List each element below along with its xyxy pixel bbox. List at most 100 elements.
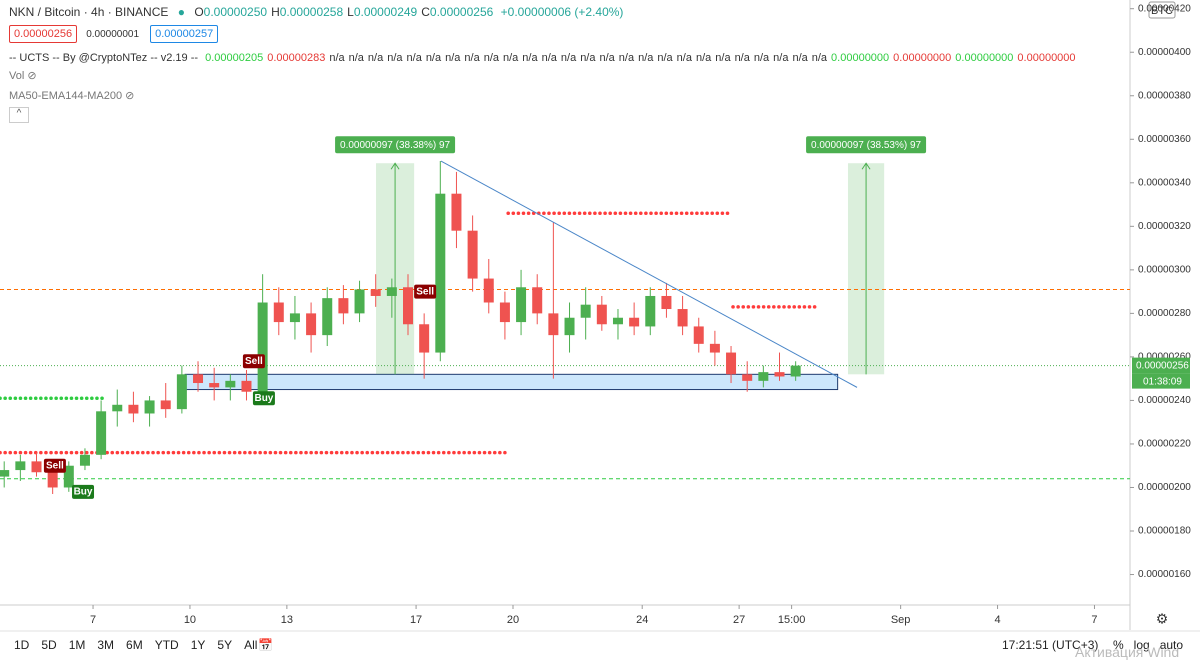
indicator-value: n/a	[638, 52, 654, 64]
indicator-value: n/a	[483, 52, 499, 64]
range-button[interactable]: All	[244, 638, 258, 652]
indicator-value: n/a	[657, 52, 673, 64]
measure-label-box	[335, 136, 456, 154]
x-tick-label: Sep	[891, 614, 911, 626]
candle-body	[596, 304, 607, 325]
signal-box	[43, 458, 66, 473]
indicator-value: 0.00000000	[831, 52, 890, 64]
y-tick-label: 0.00000320	[1138, 221, 1191, 232]
ohlc-key: L	[347, 5, 354, 19]
ask: 0.00000257	[150, 25, 219, 43]
range-button[interactable]: 3M	[97, 638, 115, 652]
range-button[interactable]: 6M	[126, 638, 143, 652]
range-button[interactable]: 5Y	[217, 638, 233, 652]
y-tick-label: 0.00000420	[1138, 3, 1191, 14]
x-tick-label: 27	[733, 614, 745, 626]
x-tick-label: 13	[281, 614, 293, 626]
scale-button[interactable]: %	[1113, 638, 1124, 652]
range-button[interactable]: 5D	[41, 638, 57, 652]
x-tick-label: 10	[184, 614, 196, 626]
y-tick-label: 0.00000260	[1138, 352, 1191, 363]
date-range-icon[interactable]: 📅	[258, 638, 273, 652]
candle-body	[128, 404, 139, 414]
quote-line: 0.00000256 0.00000001 0.00000257	[9, 25, 224, 43]
y-tick-label: 0.00000400	[1138, 47, 1191, 58]
y-tick-label: 0.00000180	[1138, 526, 1191, 537]
y-tick-label: 0.00000380	[1138, 90, 1191, 101]
ohlc-key: C	[421, 5, 430, 19]
x-tick-label: 17	[410, 614, 422, 626]
collapse-button[interactable]: ^	[9, 107, 29, 123]
vol-label: Vol	[9, 70, 25, 82]
indicator-value: 0.00000000	[893, 52, 952, 64]
y-tick-label: 0.00000340	[1138, 177, 1191, 188]
candle-body	[176, 374, 187, 410]
currency-box	[1148, 1, 1176, 19]
candle-body	[160, 400, 171, 410]
y-tick-label: 0.00000220	[1138, 439, 1191, 450]
candle-body	[322, 298, 333, 336]
candle-body	[483, 278, 494, 303]
indicator-value: n/a	[792, 52, 808, 64]
candle-body	[112, 404, 123, 412]
candle-body	[403, 287, 414, 325]
signal-box	[414, 284, 437, 299]
ohlc-value: 0.00000256	[429, 5, 494, 19]
candle-body	[419, 324, 430, 353]
price-tag-box	[1132, 357, 1190, 374]
candle-body	[790, 365, 801, 377]
ma-line: MA50-EMA144-MA200 ⊘	[9, 89, 134, 102]
signal-label: Sell	[416, 286, 434, 297]
ohlc-value: 0.00000249	[353, 5, 418, 19]
candle-body	[612, 317, 623, 325]
eye-icon[interactable]: ⊘	[27, 70, 37, 82]
scale-button[interactable]: log	[1133, 638, 1150, 652]
candle-body	[580, 304, 591, 318]
candle-body	[564, 317, 575, 336]
range-button[interactable]: YTD	[154, 638, 179, 652]
indicator-value: n/a	[753, 52, 770, 64]
indicator-value: n/a	[329, 52, 345, 64]
candle-body	[532, 287, 543, 314]
indicator-value: n/a	[560, 52, 577, 64]
settings-icon[interactable]: ⚙	[1156, 611, 1169, 627]
x-tick-label: 15:00	[778, 614, 806, 626]
scale-button[interactable]: auto	[1159, 638, 1184, 652]
candle-body	[31, 461, 42, 473]
indicator-value: n/a	[348, 52, 364, 64]
range-button[interactable]: 1M	[68, 638, 86, 652]
y-tick-label: 0.00000280	[1138, 308, 1191, 319]
ma-label: MA50-EMA144-MA200	[9, 90, 123, 102]
y-tick-label: 0.00000240	[1138, 395, 1191, 406]
candle-body	[241, 380, 252, 392]
indicator-value: n/a	[599, 52, 615, 64]
y-tick-label: 0.00000200	[1138, 482, 1191, 493]
indicator-value: n/a	[387, 52, 403, 64]
ohlc-value: 0.00000258	[279, 5, 344, 19]
candle-body	[499, 302, 510, 323]
candle-body	[0, 470, 10, 477]
measure-label: 0.00000097 (38.53%) 97	[811, 140, 922, 151]
measure-label-box	[806, 136, 927, 154]
candle-body	[467, 230, 478, 279]
indicator-value: n/a	[367, 52, 384, 64]
eye-icon[interactable]: ⊘	[125, 90, 135, 102]
signal-box	[242, 354, 265, 369]
candle-body	[726, 352, 737, 375]
signal-label: Sell	[46, 460, 64, 471]
measure-label: 0.00000097 (38.38%) 97	[340, 140, 451, 151]
candle-body	[516, 287, 527, 323]
candle-body	[193, 374, 204, 384]
candle-body	[758, 372, 769, 381]
range-button[interactable]: 1D	[14, 638, 30, 652]
range-button[interactable]: 1Y	[190, 638, 206, 652]
indicator-value: 0.00000283	[267, 52, 326, 64]
change: +0.00000006 (+2.40%)	[500, 5, 624, 19]
header-line: NKN / Bitcoin · 4h · BINANCE ● O0.000002…	[9, 5, 623, 19]
watermark: Активация Wind	[1075, 644, 1180, 660]
candle-body	[645, 295, 656, 327]
signal-label: Buy	[74, 486, 93, 497]
candle-body	[144, 400, 155, 414]
